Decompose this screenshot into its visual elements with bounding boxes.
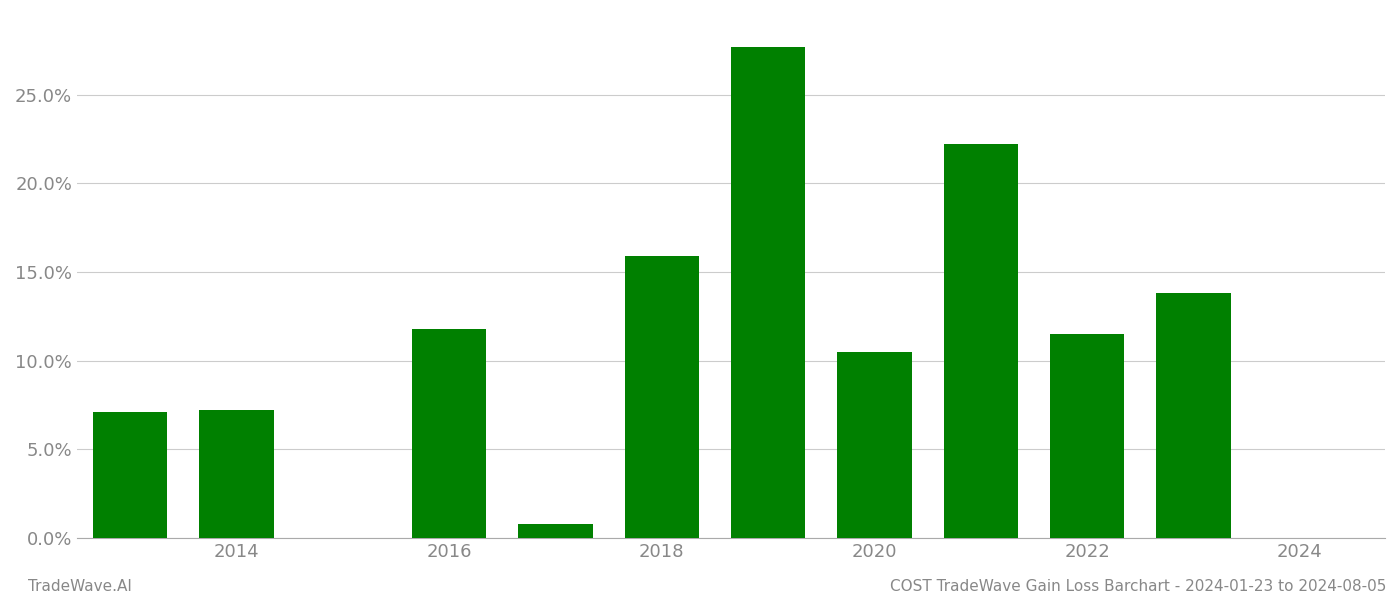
Bar [412, 329, 486, 538]
Bar [624, 256, 699, 538]
Bar [92, 412, 168, 538]
Bar [199, 410, 274, 538]
Bar [944, 145, 1018, 538]
Bar [518, 524, 592, 538]
Bar [731, 47, 805, 538]
Text: COST TradeWave Gain Loss Barchart - 2024-01-23 to 2024-08-05: COST TradeWave Gain Loss Barchart - 2024… [889, 579, 1386, 594]
Bar [1156, 293, 1231, 538]
Text: TradeWave.AI: TradeWave.AI [28, 579, 132, 594]
Bar [1050, 334, 1124, 538]
Bar [837, 352, 911, 538]
